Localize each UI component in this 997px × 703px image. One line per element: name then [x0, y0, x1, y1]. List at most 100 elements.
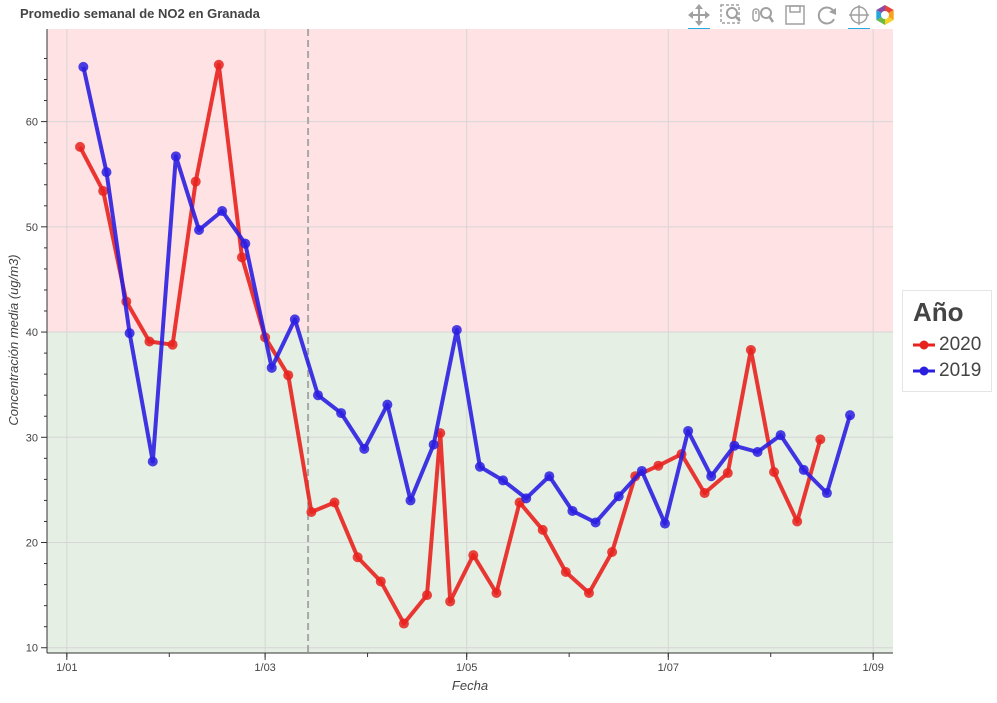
data-point-2019 — [474, 461, 485, 472]
y-tick-label: 40 — [26, 327, 38, 339]
data-point-2019 — [521, 493, 532, 504]
data-point-2020 — [491, 588, 502, 599]
legend-label-2020: 2020 — [939, 334, 982, 355]
data-point-2020 — [352, 552, 363, 563]
data-point-2020 — [560, 566, 571, 577]
series-line-2019 — [81, 66, 852, 526]
crosshair-tool-icon — [849, 5, 869, 25]
data-point-2020 — [815, 434, 826, 445]
data-point-2019 — [659, 518, 670, 529]
data-point-2020 — [468, 550, 479, 561]
bokeh-logo-icon — [876, 5, 894, 25]
data-point-2019 — [636, 465, 647, 476]
data-point-2019 — [312, 390, 323, 401]
data-point-2020 — [699, 488, 710, 499]
data-point-2020 — [306, 506, 317, 517]
data-point-2020 — [283, 370, 294, 381]
data-point-2019 — [194, 224, 205, 235]
data-point-2020 — [422, 590, 433, 601]
background-band-1 — [47, 332, 893, 653]
x-tick-label: 1/09 — [862, 662, 883, 674]
reset-tool-icon — [817, 6, 836, 25]
y-tick-label: 10 — [26, 643, 38, 655]
data-point-2019 — [217, 206, 228, 217]
data-point-2019 — [498, 475, 509, 486]
y-axis-label: Concentración media (ug/m3) — [6, 254, 21, 425]
data-point-2019 — [775, 430, 786, 441]
data-point-2020 — [329, 497, 340, 508]
data-point-2019 — [266, 362, 277, 373]
pan-tool-icon — [688, 4, 710, 26]
data-point-2019 — [683, 425, 694, 436]
data-point-2019 — [336, 408, 347, 419]
x-tick-label: 1/01 — [56, 662, 77, 674]
data-point-2019 — [544, 471, 555, 482]
data-point-2020 — [398, 618, 409, 629]
data-point-2019 — [821, 488, 832, 499]
x-tick-label: 1/07 — [658, 662, 679, 674]
wheel-zoom-tool-button[interactable] — [750, 2, 776, 28]
legend-label-2019: 2019 — [939, 360, 982, 381]
x-tick-label: 1/03 — [254, 662, 275, 674]
data-point-2020 — [792, 516, 803, 527]
box-zoom-tool-button[interactable] — [718, 2, 744, 28]
wheel-zoom-tool-icon — [752, 7, 775, 23]
data-point-2019 — [78, 61, 89, 72]
data-point-2020 — [445, 596, 456, 607]
data-point-2020 — [236, 252, 247, 263]
legend-swatch-2019 — [913, 366, 935, 376]
data-point-2019 — [798, 464, 809, 475]
data-point-2019 — [613, 491, 624, 502]
legend-item-2020[interactable]: 2020 — [911, 334, 991, 356]
legend-title: Año — [913, 297, 964, 327]
reset-tool-button[interactable] — [814, 2, 840, 28]
grid-lines — [47, 29, 893, 653]
data-point-2019 — [706, 471, 717, 482]
data-point-2019 — [240, 238, 251, 249]
data-point-2020 — [98, 186, 109, 197]
save-tool-button[interactable] — [782, 2, 808, 28]
save-tool-icon — [785, 5, 805, 25]
data-point-2020 — [213, 59, 224, 70]
data-point-2019 — [752, 447, 763, 458]
legend: Año 2020 2019 — [902, 290, 992, 392]
data-point-2019 — [590, 517, 601, 528]
data-point-2020 — [583, 588, 594, 599]
bokeh-logo-link[interactable] — [872, 2, 898, 28]
data-point-2019 — [124, 328, 135, 339]
data-point-2019 — [170, 151, 181, 162]
data-point-2020 — [190, 176, 201, 187]
data-point-2019 — [729, 440, 740, 451]
data-point-2020 — [722, 468, 733, 479]
data-point-2020 — [144, 336, 155, 347]
series-layer — [75, 59, 856, 629]
data-point-2019 — [451, 324, 462, 335]
data-point-2019 — [101, 167, 112, 178]
legend-swatch-2020 — [913, 340, 935, 350]
y-tick-label: 20 — [26, 538, 38, 550]
y-tick-label: 30 — [26, 432, 38, 444]
data-point-2020 — [537, 524, 548, 535]
data-point-2020 — [653, 460, 664, 471]
data-point-2019 — [567, 505, 578, 516]
data-point-2019 — [289, 314, 300, 325]
data-point-2020 — [607, 546, 618, 557]
data-point-2020 — [375, 576, 386, 587]
background-bands — [47, 29, 893, 653]
legend-item-2019[interactable]: 2019 — [911, 360, 991, 382]
y-tick-label: 50 — [26, 222, 38, 234]
box-zoom-tool-icon — [720, 4, 741, 24]
data-point-2019 — [428, 439, 439, 450]
data-point-2019 — [405, 495, 416, 506]
data-point-2019 — [147, 456, 158, 467]
x-tick-label: 1/05 — [456, 662, 477, 674]
chart-toolbar — [686, 0, 898, 30]
y-tick-label: 60 — [26, 117, 38, 129]
data-point-2019 — [845, 410, 856, 421]
chart-title: Promedio semanal de NO2 en Granada — [20, 6, 260, 21]
data-point-2020 — [769, 467, 780, 478]
data-point-2020 — [745, 344, 756, 355]
background-band-0 — [47, 29, 893, 333]
data-point-2019 — [359, 443, 370, 454]
